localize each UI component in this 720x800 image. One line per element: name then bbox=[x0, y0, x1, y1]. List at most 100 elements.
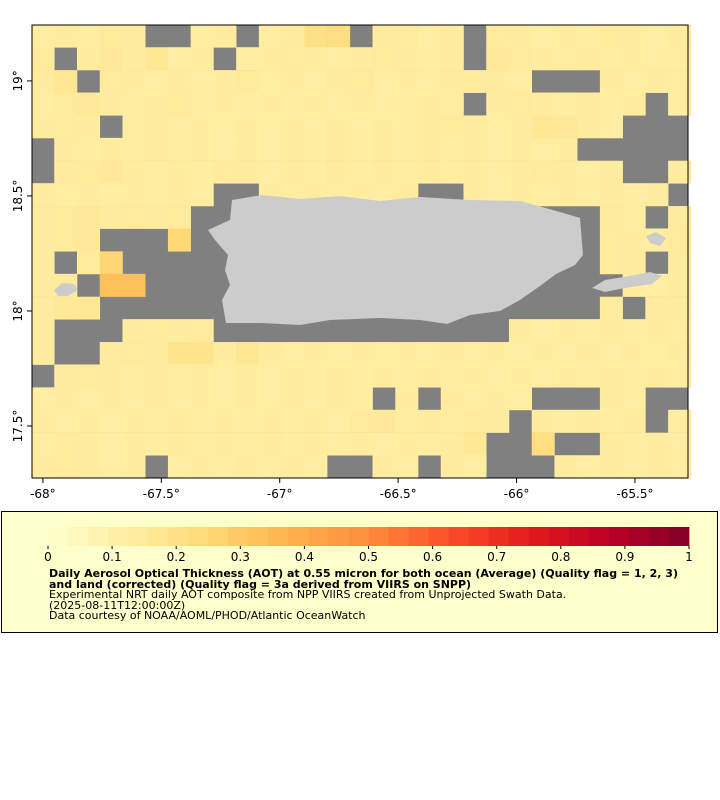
vieques bbox=[592, 272, 662, 292]
aot-cell bbox=[281, 387, 305, 411]
aot-cell bbox=[577, 115, 601, 139]
aot-cell bbox=[349, 387, 373, 411]
x-tick-label: -67° bbox=[267, 487, 293, 501]
aot-cell bbox=[622, 206, 646, 229]
aot-cell bbox=[440, 160, 464, 184]
aot-cell bbox=[599, 92, 623, 116]
aot-cell bbox=[372, 115, 396, 139]
aot-cell bbox=[76, 92, 101, 116]
aot-cell bbox=[418, 115, 442, 139]
aot-cell bbox=[76, 409, 101, 433]
aot-cell bbox=[304, 24, 328, 48]
aot-cell bbox=[668, 409, 692, 433]
aot-cell bbox=[531, 92, 555, 116]
colorbar-tick-label: 0.8 bbox=[551, 550, 570, 564]
aot-cell bbox=[236, 455, 260, 479]
aot-cell bbox=[236, 137, 260, 161]
aot-cell bbox=[554, 160, 578, 184]
aot-cell bbox=[281, 409, 305, 433]
aot-cell bbox=[76, 296, 101, 320]
aot-cell bbox=[440, 455, 464, 479]
aot-cell bbox=[418, 409, 442, 433]
aot-cell bbox=[76, 455, 101, 479]
aot-cell bbox=[486, 70, 510, 93]
aot-cell bbox=[395, 432, 419, 456]
aot-cell bbox=[486, 115, 510, 139]
aot-cell bbox=[145, 115, 169, 139]
aot-cell bbox=[349, 137, 373, 161]
aot-cell bbox=[622, 319, 646, 343]
x-tick-label: -67.5° bbox=[143, 487, 180, 501]
aot-cell bbox=[190, 160, 214, 184]
aot-cell bbox=[463, 160, 487, 184]
aot-cell bbox=[418, 70, 442, 93]
aot-cell bbox=[258, 432, 282, 456]
aot-cell bbox=[213, 70, 237, 93]
map-frame bbox=[31, 24, 689, 479]
colorbar-swatch bbox=[388, 527, 409, 546]
aot-cell bbox=[463, 115, 487, 139]
aot-cell bbox=[372, 160, 396, 184]
aot-cell bbox=[599, 409, 623, 433]
colorbar-tick-label: 0.9 bbox=[615, 550, 634, 564]
aot-cell bbox=[622, 409, 646, 433]
aot-cell bbox=[645, 319, 669, 343]
aot-cell bbox=[258, 364, 282, 388]
aot-cell bbox=[486, 24, 510, 48]
aot-cell bbox=[236, 70, 260, 93]
aot-cell bbox=[508, 183, 532, 207]
aot-cell bbox=[463, 70, 487, 93]
aot-cell bbox=[440, 432, 464, 456]
aot-cell bbox=[145, 70, 169, 93]
colorbar-swatch bbox=[568, 527, 590, 546]
aot-cell bbox=[599, 24, 623, 48]
aot-cell bbox=[622, 47, 646, 71]
aot-cell bbox=[122, 70, 146, 93]
aot-cell bbox=[304, 92, 328, 116]
aot-cell bbox=[668, 455, 692, 479]
aot-cell bbox=[258, 137, 282, 161]
x-tick-label: -65.5° bbox=[616, 487, 653, 501]
aot-cell bbox=[167, 228, 191, 252]
aot-cell bbox=[99, 455, 123, 479]
mona bbox=[54, 283, 78, 296]
aot-cell bbox=[31, 296, 55, 320]
aot-cell bbox=[54, 24, 78, 48]
aot-cell bbox=[440, 409, 464, 433]
colorbar-swatch bbox=[228, 527, 249, 546]
aot-cell bbox=[554, 342, 578, 365]
aot-cell bbox=[213, 160, 237, 184]
aot-cell bbox=[190, 342, 214, 365]
colorbar-swatch bbox=[88, 527, 109, 546]
aot-cell bbox=[508, 387, 532, 411]
aot-cell bbox=[599, 432, 623, 456]
aot-cell bbox=[349, 115, 373, 139]
aot-cell bbox=[531, 47, 555, 71]
aot-cell bbox=[31, 251, 55, 275]
aot-cell bbox=[327, 47, 351, 71]
aot-cell bbox=[599, 47, 623, 71]
aot-cell bbox=[145, 319, 169, 343]
aot-cell bbox=[258, 115, 282, 139]
aot-cell bbox=[54, 206, 78, 229]
aot-cell bbox=[418, 137, 442, 161]
aot-cell bbox=[418, 160, 442, 184]
aot-cell bbox=[190, 432, 214, 456]
aot-cell bbox=[395, 137, 419, 161]
aot-cell bbox=[213, 364, 237, 388]
aot-cell bbox=[395, 70, 419, 93]
aot-cell bbox=[531, 364, 555, 388]
culebra bbox=[646, 232, 666, 246]
colorbar-swatch bbox=[168, 527, 189, 546]
aot-cell bbox=[622, 432, 646, 456]
aot-cell bbox=[508, 364, 532, 388]
aot-cell bbox=[668, 70, 692, 93]
colorbar-swatch bbox=[548, 527, 570, 546]
aot-cell bbox=[281, 364, 305, 388]
aot-cell bbox=[372, 92, 396, 116]
aot-cell bbox=[486, 387, 510, 411]
aot-cell bbox=[577, 24, 601, 48]
aot-cell bbox=[167, 364, 191, 388]
aot-cell bbox=[145, 432, 169, 456]
aot-cell bbox=[645, 342, 669, 365]
